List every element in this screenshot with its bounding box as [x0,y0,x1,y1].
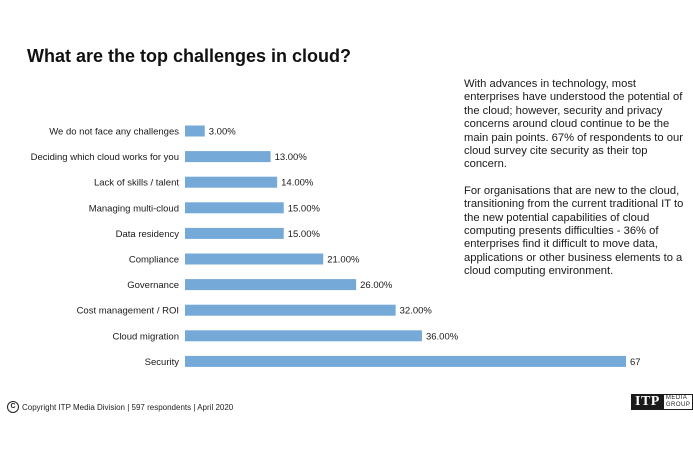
value-label: 67.00% [630,357,640,368]
commentary-panel: With advances in technology, most enterp… [464,78,686,292]
value-label: 3.00% [209,127,236,138]
bar [185,279,357,291]
category-label: Security [145,357,180,368]
bar [185,151,271,163]
value-label: 13.00% [275,152,308,163]
bar [185,176,278,188]
value-label: 32.00% [400,306,433,317]
category-label: Cloud migration [112,331,179,342]
logo-sub-line-1: MEDIA [665,395,688,401]
bar [185,304,396,316]
copyright-icon: C [7,401,19,413]
category-label: Lack of skills / talent [94,178,179,189]
category-label: Cost management / ROI [77,306,179,317]
bar [185,330,422,342]
logo-sub-line-2: GROUP [665,402,691,408]
itp-logo: ITP MEDIA GROUP [631,394,693,410]
value-label: 36.00% [426,331,459,342]
bar [185,227,284,239]
category-label: Data residency [116,229,180,240]
category-label: Governance [127,280,179,291]
commentary-paragraph-1: With advances in technology, most enterp… [464,78,683,171]
bar [185,202,284,214]
bar-chart: We do not face any challenges 3.00% Decidi… [0,118,663,380]
bar [185,125,205,137]
logo-sub-text: MEDIA GROUP [663,394,693,410]
footer: C Copyright ITP Media Division | 597 res… [7,401,233,413]
chart-title: What are the top challenges in cloud? [27,46,352,66]
category-label: Deciding which cloud works for you [31,152,179,163]
value-label: 15.00% [288,203,321,214]
commentary-paragraph-2: For organisations that are new to the cl… [464,184,684,278]
bar [185,253,324,265]
footer-text: Copyright ITP Media Division | 597 respo… [22,402,234,412]
value-label: 14.00% [281,178,314,189]
category-label: We do not face any challenges [49,127,179,138]
bar [185,355,626,367]
value-label: 21.00% [327,255,360,266]
category-label: Compliance [129,255,179,266]
value-label: 26.00% [360,280,393,291]
category-label: Managing multi-cloud [89,203,179,214]
logo-main-text: ITP [631,394,664,410]
bar-chart-svg: We do not face any challenges 3.00% Decidi… [31,125,663,368]
value-label: 15.00% [288,229,321,240]
